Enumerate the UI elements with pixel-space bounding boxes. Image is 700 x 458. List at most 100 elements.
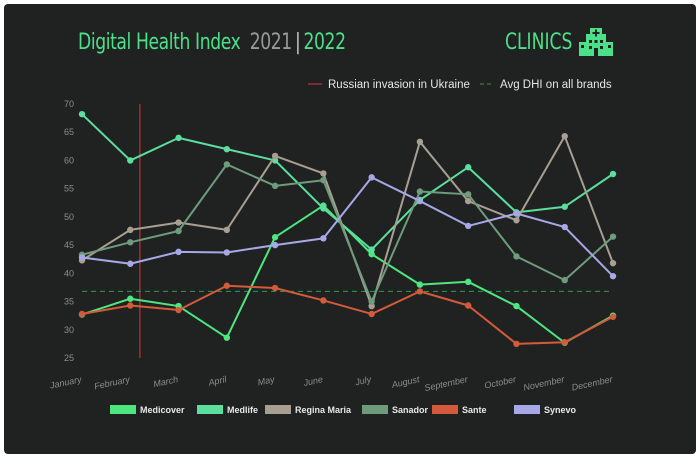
legend-label: Medicover [140,405,185,415]
data-point[interactable] [271,241,279,249]
data-point[interactable] [271,182,279,190]
data-point[interactable] [416,197,424,205]
data-point[interactable] [513,217,520,224]
data-point[interactable] [271,284,279,292]
data-point[interactable] [561,338,568,346]
data-point[interactable] [78,254,86,261]
legend-swatch [197,405,223,414]
data-point[interactable] [416,188,424,195]
series-line [81,176,614,277]
data-point[interactable] [416,288,424,295]
data-point[interactable] [223,282,231,289]
series-regina-maria [78,132,617,310]
data-point[interactable] [368,246,375,253]
legend-swatch [110,405,136,414]
data-point[interactable] [464,278,472,285]
data-point[interactable] [513,253,520,260]
x-tick-label: May [257,374,276,387]
data-point[interactable] [561,132,568,140]
data-point[interactable] [416,138,424,146]
category-label: CLINICS [505,30,573,55]
series-line [81,113,614,251]
data-point[interactable] [320,205,327,212]
data-point[interactable] [320,297,327,304]
x-tick-label: July [353,374,372,387]
data-point[interactable] [464,164,472,171]
data-point[interactable] [223,226,231,234]
data-point[interactable] [223,161,231,168]
x-tick-label: August [390,374,421,390]
y-axis: 25 30 35 40 45 50 55 60 65 70 [64,99,74,363]
data-point[interactable] [513,302,520,310]
data-point[interactable] [416,281,424,288]
data-point[interactable] [368,310,375,318]
data-point[interactable] [175,227,182,235]
data-point[interactable] [127,302,134,309]
data-point[interactable] [609,272,617,280]
invasion-legend-label: Russian invasion in Ukraine [328,79,470,91]
data-point[interactable] [223,145,231,153]
data-point[interactable] [561,203,568,210]
legend-item-synevo[interactable]: Synevo [514,405,577,415]
data-point[interactable] [513,340,520,348]
data-point[interactable] [464,191,472,198]
data-point[interactable] [561,223,568,231]
legend-item-sante[interactable]: Sante [432,405,487,415]
y-tick-label: 55 [64,184,74,194]
data-point[interactable] [175,134,182,142]
x-tick-label: October [483,374,517,391]
data-point[interactable] [175,219,182,226]
y-tick-label: 45 [64,240,74,250]
legend-item-medicover[interactable]: Medicover [110,405,185,415]
data-point[interactable] [368,174,375,181]
data-point[interactable] [271,234,279,241]
data-point[interactable] [368,250,375,258]
data-point[interactable] [609,170,617,178]
y-tick-label: 35 [64,297,74,307]
avg-legend-label: Avg DHI on all brands [500,79,612,91]
data-point[interactable] [368,298,375,305]
data-point[interactable] [127,239,134,246]
legend-item-regina-maria[interactable]: Regina Maria [265,405,352,415]
data-point[interactable] [609,233,617,240]
data-point[interactable] [127,157,134,164]
data-point[interactable] [320,177,327,184]
x-axis: January February March April May June July Augu… [48,374,614,393]
data-point[interactable] [223,249,231,256]
x-tick-label: November [522,374,566,393]
legend-label: Medlife [227,405,258,415]
data-point[interactable] [127,295,134,302]
x-tick-label: March [152,374,179,389]
data-point[interactable] [320,170,327,177]
x-tick-label: September [423,374,469,393]
data-point[interactable] [464,197,472,205]
chart-card [4,4,696,454]
data-point[interactable] [609,259,617,267]
data-point[interactable] [320,235,327,242]
series-synevo [78,174,617,280]
data-point[interactable] [609,313,617,320]
data-point[interactable] [368,302,375,310]
legend-item-medlife[interactable]: Medlife [197,405,258,415]
data-point[interactable] [464,222,472,230]
x-tick-label: June [302,374,324,388]
data-point[interactable] [127,226,134,234]
data-point[interactable] [464,302,472,309]
data-point[interactable] [513,210,520,217]
data-point[interactable] [78,110,86,118]
data-point[interactable] [175,248,182,256]
annotation-legend: Russian invasion in Ukraine Avg DHI on a… [308,79,612,91]
legend-swatch [432,405,458,414]
data-point[interactable] [223,334,231,341]
previous-year-link[interactable]: 2021 [249,30,293,55]
data-point[interactable] [561,276,568,284]
data-point[interactable] [175,306,182,314]
legend-item-sanador[interactable]: Sanador [362,405,429,415]
current-year-link[interactable]: 2022 [303,30,346,55]
reference-lines [82,104,613,358]
legend-label: Sanador [392,405,429,415]
data-point[interactable] [127,260,134,267]
data-point[interactable] [78,310,86,318]
data-point[interactable] [271,152,279,160]
